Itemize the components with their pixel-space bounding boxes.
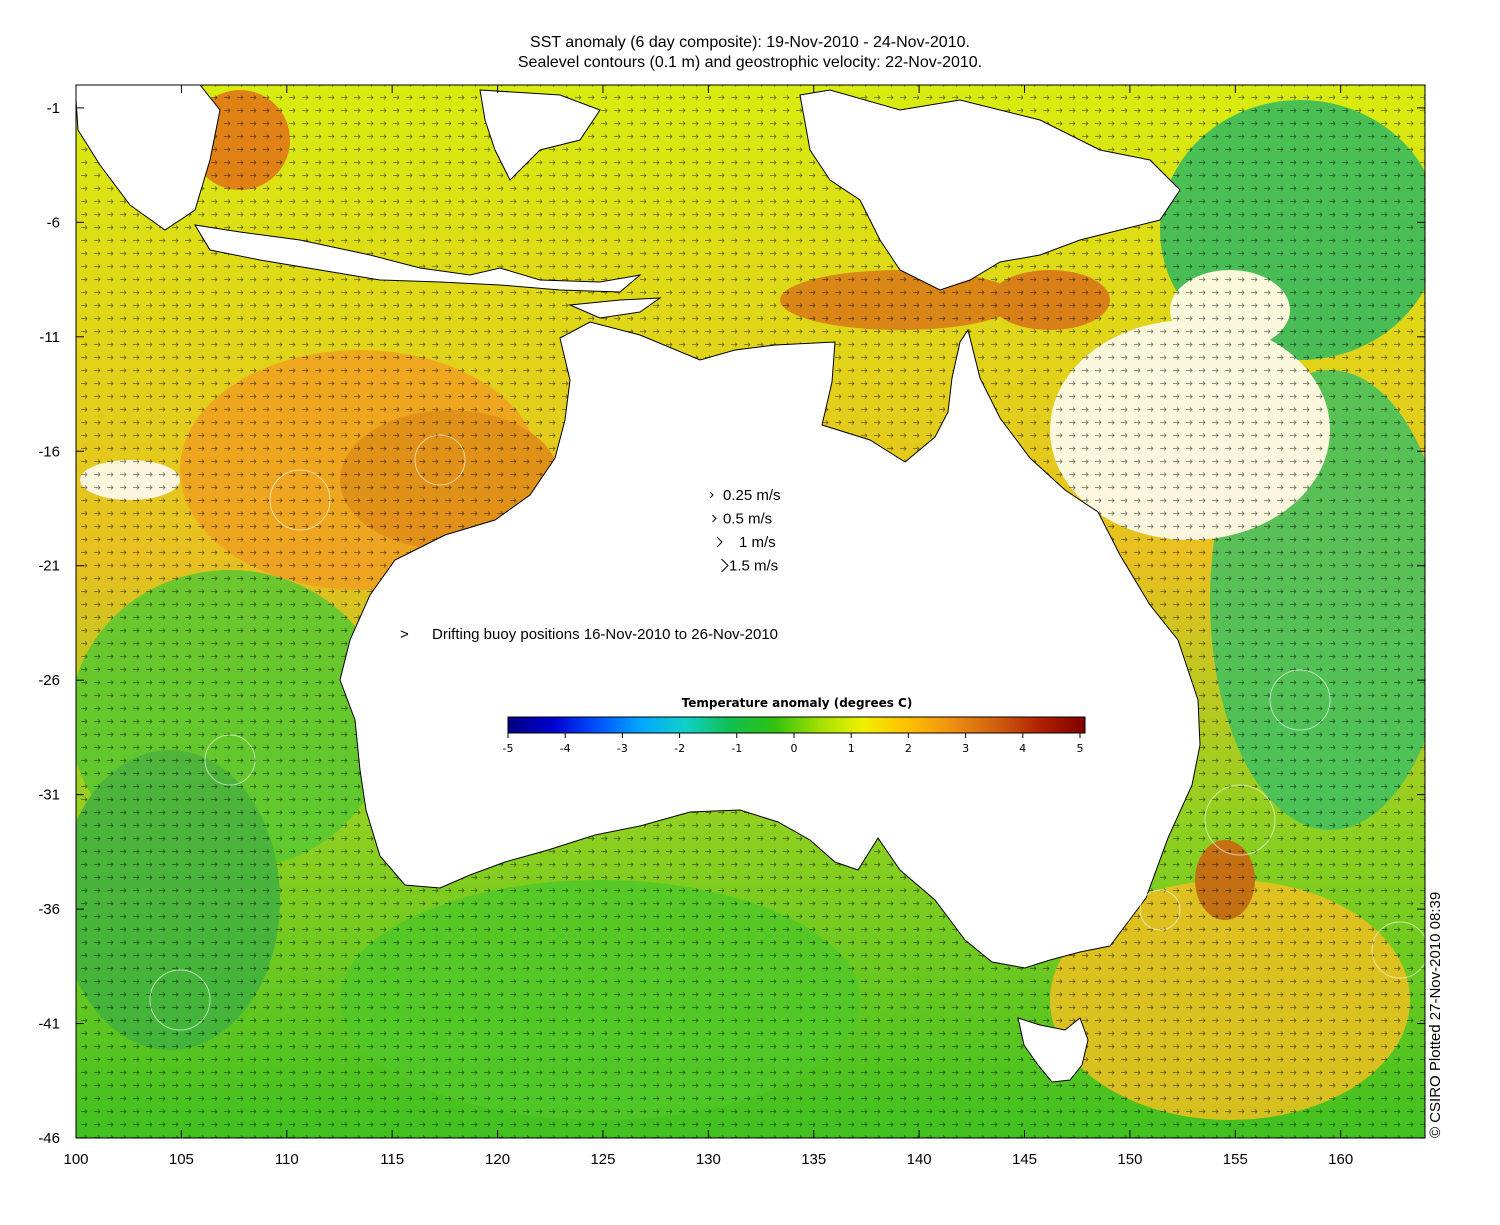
colorbar-ticks: -5 -4 -3 -2 -1 0 1 2 3 4 5 [503, 733, 1084, 755]
y-tick-label: -16 [38, 443, 60, 460]
buoy-legend-label: Drifting buoy positions 16-Nov-2010 to 2… [432, 626, 778, 643]
velocity-legend-arrow [716, 536, 723, 548]
x-tick-label: 105 [169, 1151, 194, 1168]
velocity-legend: 0.25 m/s 0.5 m/s 1 m/s 1.5 m/s [709, 487, 781, 575]
x-tick-label: 115 [380, 1151, 404, 1168]
velocity-legend-label: 1 m/s [739, 534, 776, 551]
colorbar-tick-label: 3 [962, 742, 969, 755]
colorbar-tick-label: -1 [731, 742, 742, 755]
y-tick-label: -11 [39, 329, 60, 346]
x-tick-label: 120 [485, 1151, 510, 1168]
map-subtitle: Sealevel contours (0.1 m) and geostrophi… [517, 54, 983, 71]
colorbar-title: Temperature anomaly (degrees C) [682, 696, 913, 710]
x-tick-label: 155 [1223, 1151, 1248, 1168]
velocity-legend-label: 0.25 m/s [723, 487, 781, 504]
sea-level-contours [149, 434, 1425, 1031]
velocity-legend-arrow [709, 491, 714, 499]
colorbar-tick-label: -2 [674, 742, 685, 755]
land-masses [76, 85, 1201, 1083]
x-axis: 100 105 110 115 120 125 130 135 140 145 150 155 160 [63, 85, 1353, 1168]
colorbar-tick-label: 1 [848, 742, 855, 755]
x-tick-label: 100 [63, 1151, 88, 1168]
y-axis: -1-6-11-16-21-26-31-36-41-46 [38, 100, 1425, 1147]
velocity-legend-label: 0.5 m/s [723, 511, 772, 528]
sumatra-java-landmass [194, 224, 642, 293]
y-tick-label: -41 [38, 1016, 60, 1033]
colorbar-tick-label: -4 [560, 742, 571, 755]
new-guinea-landmass [799, 89, 1181, 291]
colorbar-gradient [507, 716, 1086, 734]
x-tick-label: 145 [1012, 1151, 1037, 1168]
y-tick-label: -46 [38, 1130, 60, 1147]
velocity-legend-arrow [712, 514, 717, 523]
y-tick-label: -6 [47, 214, 60, 231]
y-tick-label: -31 [38, 787, 60, 804]
y-tick-label: -21 [38, 558, 60, 575]
colorbar: Temperature anomaly (degrees C) -5 -4 -3 -2… [503, 696, 1086, 755]
colorbar-tick-label: 2 [905, 742, 912, 755]
buoy-legend: > Drifting buoy positions 16-Nov-2010 to… [400, 626, 778, 643]
credit-text: © CSIRO Plotted 27-Nov-2010 08:39 [1427, 892, 1444, 1138]
map-title: SST anomaly (6 day composite): 19-Nov-20… [530, 34, 970, 51]
x-tick-label: 160 [1328, 1151, 1353, 1168]
velocity-legend-arrow [721, 558, 729, 573]
y-tick-label: -36 [38, 901, 60, 918]
x-tick-label: 125 [590, 1151, 615, 1168]
borneo-landmass [76, 85, 221, 231]
x-tick-label: 140 [907, 1151, 932, 1168]
y-tick-label: -1 [47, 100, 60, 117]
colorbar-tick-label: 4 [1019, 742, 1026, 755]
colorbar-tick-label: -5 [503, 742, 514, 755]
x-tick-label: 135 [801, 1151, 826, 1168]
colorbar-tick-label: -3 [617, 742, 628, 755]
map-plot-area [76, 85, 1425, 1138]
tasmania-landmass [1017, 1017, 1089, 1083]
x-tick-label: 110 [275, 1151, 299, 1168]
x-tick-label: 130 [696, 1151, 721, 1168]
timor-landmass [568, 297, 662, 319]
australia-landmass [339, 321, 1201, 969]
sulawesi-landmass [479, 89, 601, 181]
x-tick-label: 150 [1117, 1151, 1142, 1168]
colorbar-tick-label: 5 [1077, 742, 1084, 755]
map-frame [75, 84, 1426, 1139]
colorbar-tick-label: 0 [791, 742, 798, 755]
velocity-legend-label: 1.5 m/s [729, 558, 778, 575]
y-tick-label: -26 [38, 672, 60, 689]
buoy-legend-symbol: > [400, 626, 409, 643]
